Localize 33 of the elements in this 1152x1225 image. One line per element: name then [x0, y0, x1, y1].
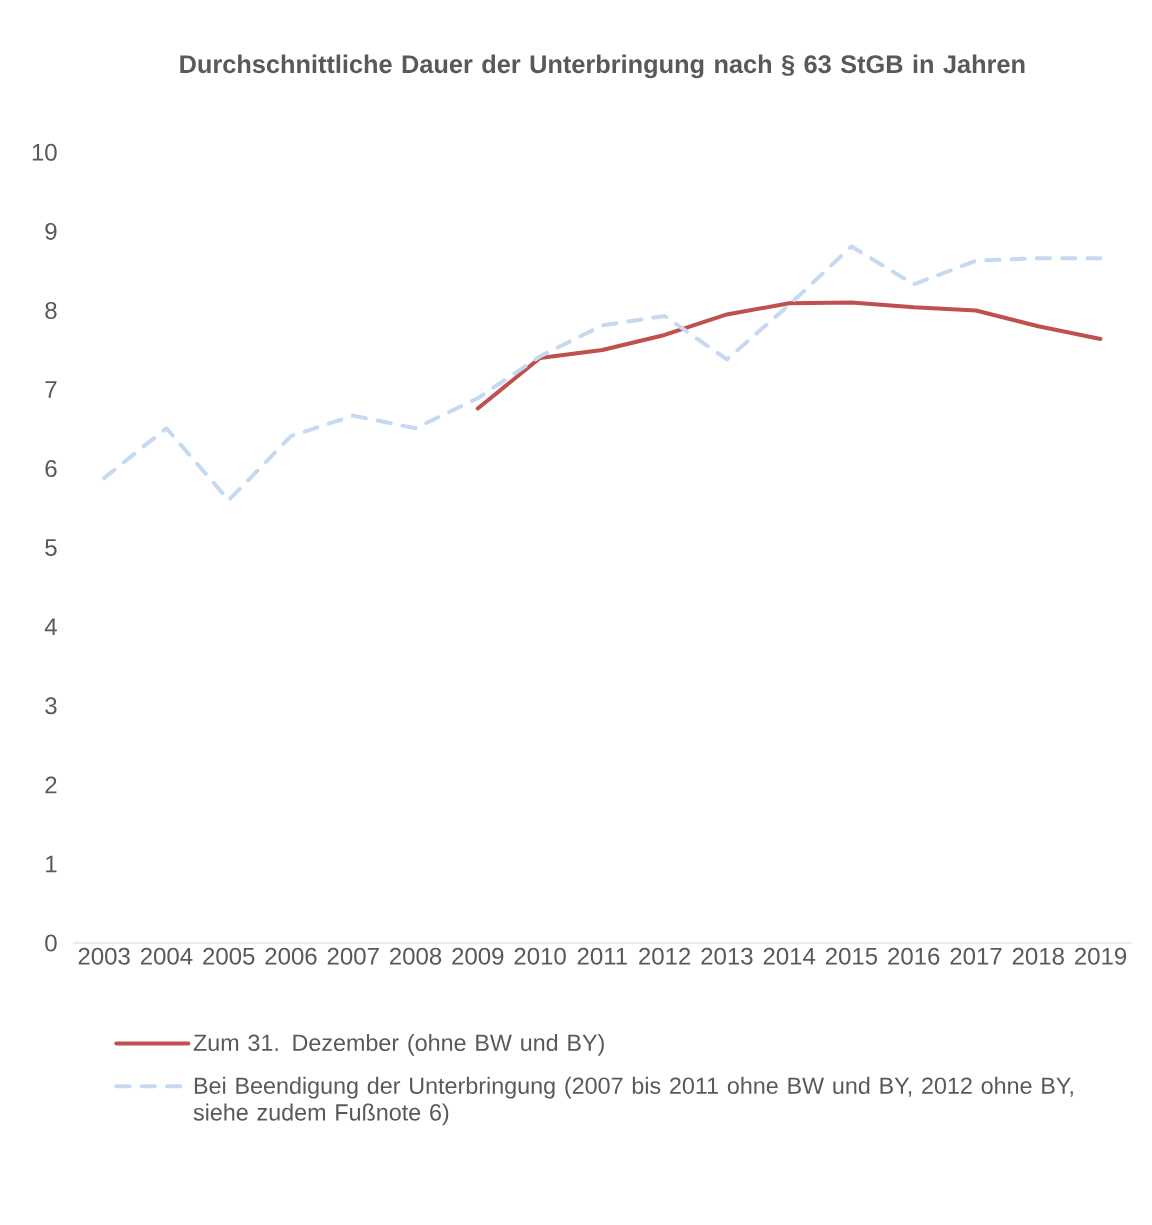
x-tick-label: 2005 [203, 947, 255, 965]
y-tick-label: 3 [45, 697, 57, 715]
x-tick-label: 2004 [140, 947, 193, 965]
y-tick-label: 9 [45, 222, 57, 240]
x-tick-label: 2008 [390, 947, 442, 965]
y-tick-label: 1 [46, 855, 57, 873]
x-tick-label: 2019 [1075, 947, 1127, 965]
x-tick-label: 2007 [327, 947, 379, 965]
x-tick-label: 2003 [78, 947, 130, 965]
y-tick-label: 4 [44, 618, 57, 635]
y-tick-label: 8 [45, 301, 57, 319]
y-tick-label: 5 [45, 539, 57, 557]
x-tick-label: 2006 [265, 947, 317, 965]
y-tick-label: 2 [45, 776, 57, 794]
x-tick-label: 2016 [888, 947, 940, 965]
x-tick-label: 2014 [763, 947, 816, 965]
line-series [475, 300, 1103, 411]
y-tick-label: 10 [32, 143, 57, 161]
x-tick-label: 2011 [577, 947, 627, 965]
line-series [102, 244, 1103, 503]
legend-label: Zum 31. Dezember (ohne BW und BY) [193, 1033, 604, 1056]
x-tick-label: 2012 [639, 947, 691, 965]
y-tick-label: 7 [45, 381, 57, 398]
x-tick-label: 2013 [701, 947, 753, 965]
x-tick-label: 2015 [825, 947, 878, 965]
x-tick-label: 2018 [1012, 947, 1064, 965]
x-tick-label: 2009 [452, 947, 504, 965]
y-tick-label: 6 [45, 460, 57, 478]
x-tick-label: 2010 [514, 947, 566, 965]
y-tick-label: 0 [45, 934, 57, 952]
chart-title: Durchschnittliche Dauer der Unterbringung nach § 63 StGB in Jahren [180, 54, 1025, 79]
legend-label: Bei Beendigung der Unterbringung (2007 bis 2011 ohne BW und BY, 2012 ohne BY, siehe zudem Fußnote 6) [193, 1076, 1073, 1126]
x-tick-label: 2017 [950, 947, 1002, 965]
